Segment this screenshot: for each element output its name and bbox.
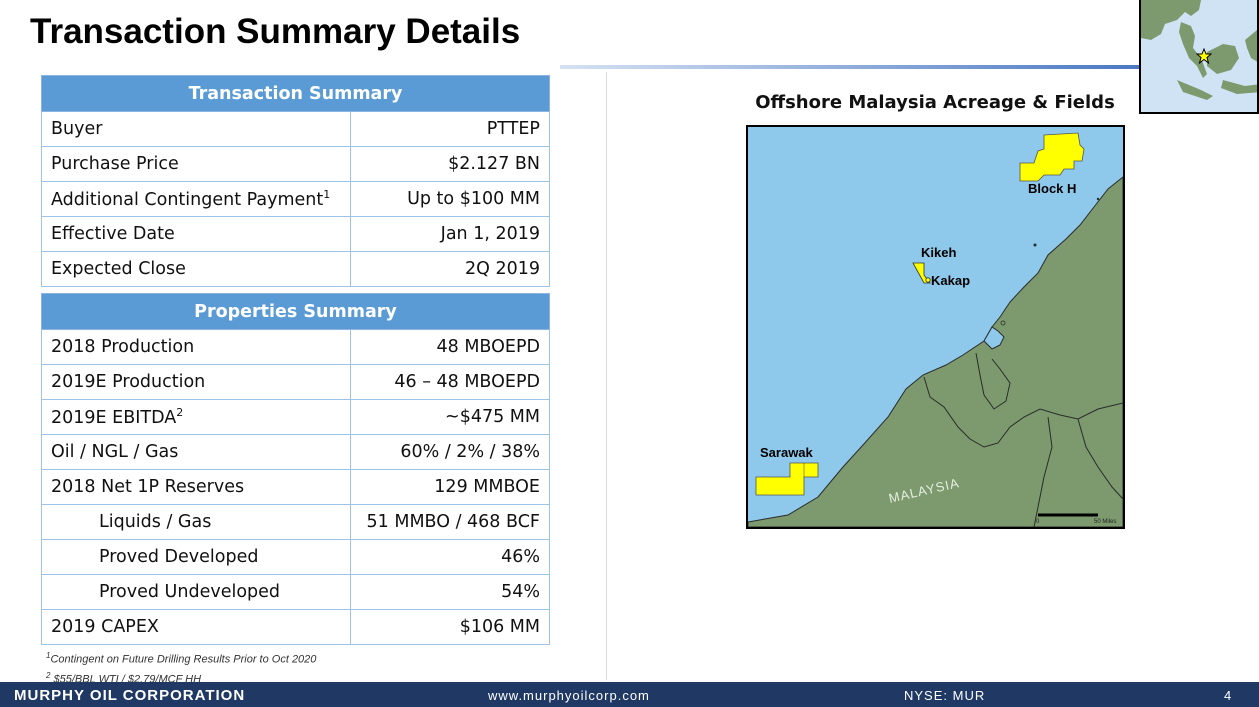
row-label: Purchase Price <box>41 146 351 182</box>
table-row: Oil / NGL / Gas 60% / 2% / 38% <box>41 434 551 470</box>
table-row: Buyer PTTEP <box>41 111 551 147</box>
row-label: Additional Contingent Payment <box>51 189 324 210</box>
row-value: $2.127 BN <box>349 146 551 182</box>
offshore-malaysia-map: Block H Kikeh Kakap Sarawak MALAYSIA 0 5… <box>746 125 1125 529</box>
row-label: Buyer <box>41 111 351 147</box>
row-value: 60% / 2% / 38% <box>349 434 551 470</box>
row-label: 2019E Production <box>41 364 351 400</box>
row-value: 51 MMBO / 468 BCF <box>349 504 551 540</box>
table-row: Purchase Price $2.127 BN <box>41 146 551 182</box>
vertical-divider <box>606 72 607 680</box>
transaction-summary-header: Transaction Summary <box>41 75 550 112</box>
table-row: 2019E EBITDA2 ~$475 MM <box>41 399 551 435</box>
row-value: 46% <box>349 539 551 575</box>
row-value: 54% <box>349 574 551 610</box>
footnote-1-text: Contingent on Future Drilling Results Pr… <box>50 653 317 666</box>
scale-end-label: 50 Miles <box>1094 519 1117 525</box>
footer-url: www.murphyoilcorp.com <box>488 688 650 703</box>
row-value: Jan 1, 2019 <box>349 216 551 252</box>
page-title: Transaction Summary Details <box>30 12 521 51</box>
row-label: 2019E EBITDA <box>51 407 177 428</box>
footer-ticker: NYSE: MUR <box>904 688 986 703</box>
properties-summary-header: Properties Summary <box>41 293 550 330</box>
table-row: 2019 CAPEX $106 MM <box>41 609 551 645</box>
row-value: $106 MM <box>349 609 551 645</box>
page-number: 4 <box>1224 688 1232 703</box>
table-row: Additional Contingent Payment1 Up to $10… <box>41 181 551 217</box>
table-row: 2019E Production 46 – 48 MBOEPD <box>41 364 551 400</box>
table-row: Expected Close 2Q 2019 <box>41 251 551 287</box>
sarawak-label: Sarawak <box>760 445 813 460</box>
kikeh-label: Kikeh <box>921 245 957 260</box>
row-label-cell: 2019E EBITDA2 <box>41 399 351 435</box>
row-label: Effective Date <box>41 216 351 252</box>
table-row: Liquids / Gas 51 MMBO / 468 BCF <box>41 504 551 540</box>
row-value: 2Q 2019 <box>349 251 551 287</box>
row-label: Oil / NGL / Gas <box>41 434 351 470</box>
row-label-cell: Additional Contingent Payment1 <box>41 181 351 217</box>
footer-bar: MURPHY OIL CORPORATION www.murphyoilcorp… <box>0 682 1259 707</box>
table-row: Proved Developed 46% <box>41 539 551 575</box>
table-row: 2018 Production 48 MBOEPD <box>41 329 551 365</box>
footnote-1: 1Contingent on Future Drilling Results P… <box>46 648 316 668</box>
table-row: Proved Undeveloped 54% <box>41 574 551 610</box>
row-label: 2018 Production <box>41 329 351 365</box>
row-value: 46 – 48 MBOEPD <box>349 364 551 400</box>
title-underline <box>560 65 1140 69</box>
transaction-summary-table: Transaction Summary Buyer PTTEP Purchase… <box>41 75 551 645</box>
row-label: 2019 CAPEX <box>41 609 351 645</box>
scale-start-label: 0 <box>1036 519 1040 525</box>
row-value: 48 MBOEPD <box>349 329 551 365</box>
row-value: 129 MMBOE <box>349 469 551 505</box>
row-label: Proved Developed <box>41 539 351 575</box>
row-label: 2018 Net 1P Reserves <box>41 469 351 505</box>
star-icon <box>1196 48 1212 64</box>
kakap-label: Kakap <box>931 273 971 288</box>
summary-tables: Transaction Summary Buyer PTTEP Purchase… <box>41 75 551 645</box>
block-h-label: Block H <box>1028 181 1077 196</box>
row-label: Proved Undeveloped <box>41 574 351 610</box>
footnote-2-marker: 2 <box>46 670 51 680</box>
row-value: PTTEP <box>349 111 551 147</box>
footnote-marker: 2 <box>176 406 184 420</box>
row-value: Up to $100 MM <box>349 181 551 217</box>
footnote-marker: 1 <box>323 188 331 202</box>
row-label: Liquids / Gas <box>41 504 351 540</box>
map-title: Offshore Malaysia Acreage & Fields <box>755 92 1115 113</box>
table-row: 2018 Net 1P Reserves 129 MMBOE <box>41 469 551 505</box>
row-label: Expected Close <box>41 251 351 287</box>
table-row: Effective Date Jan 1, 2019 <box>41 216 551 252</box>
footnote-1-marker: 1 <box>46 651 51 660</box>
region-inset-map <box>1139 0 1259 114</box>
footer-company: MURPHY OIL CORPORATION <box>14 687 246 704</box>
row-value: ~$475 MM <box>349 399 551 435</box>
